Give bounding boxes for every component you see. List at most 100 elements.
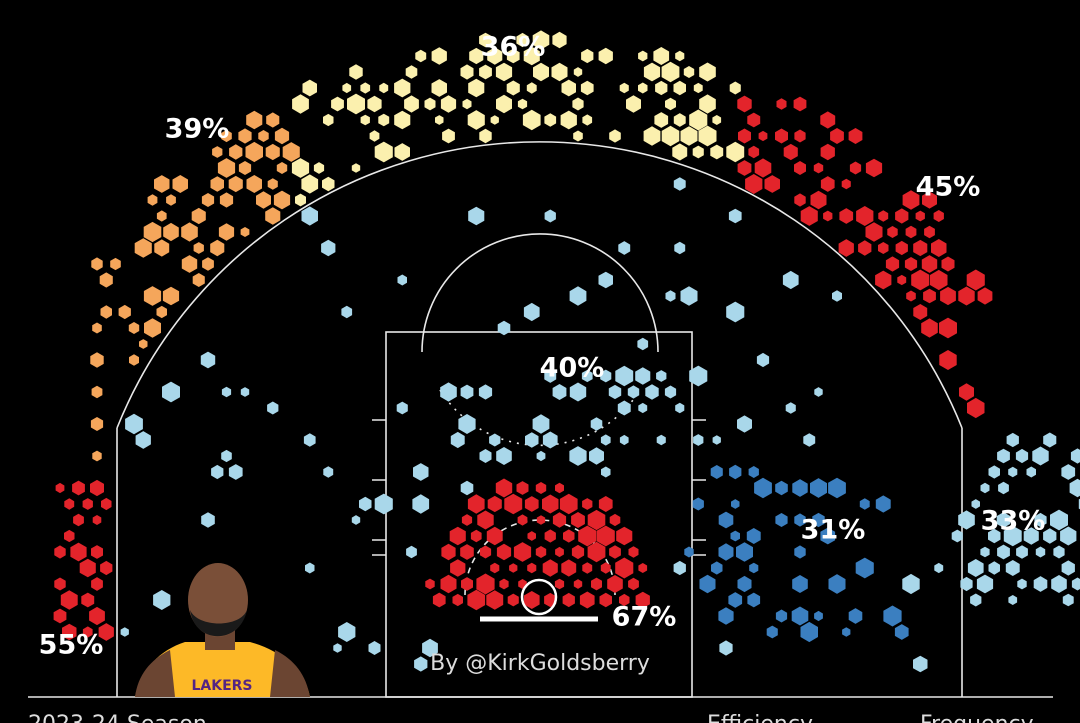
hexbin — [800, 206, 818, 226]
hexbin — [587, 509, 606, 531]
hexbin — [144, 318, 161, 338]
hexbin — [552, 31, 567, 49]
hexbin — [718, 607, 734, 625]
hexbin — [394, 78, 411, 98]
hexbin — [970, 593, 982, 607]
hexbin — [598, 496, 613, 512]
hexbin — [591, 577, 602, 591]
hexbin — [894, 624, 909, 640]
hexbin — [92, 322, 102, 334]
hexbin — [839, 208, 854, 224]
hexbin — [496, 543, 512, 561]
hexbin — [848, 608, 863, 624]
hexbin — [396, 401, 408, 415]
hexbin — [940, 286, 956, 306]
hexbin — [458, 414, 476, 434]
hexbin — [934, 562, 944, 574]
hexbin — [1017, 578, 1027, 590]
hexbin — [461, 514, 473, 526]
hexbin — [162, 286, 180, 306]
hexbin — [582, 114, 593, 126]
hexbin — [486, 590, 504, 610]
hexbin — [748, 145, 760, 159]
hexbin — [527, 562, 537, 574]
hexbin — [559, 493, 578, 515]
free-throw-circle-dashed — [439, 389, 641, 447]
hexbin — [517, 98, 528, 110]
footer-frequency: Frequency — [920, 712, 1034, 723]
hexbin — [571, 544, 585, 560]
zone-label: 40% — [540, 353, 605, 384]
hexbin — [347, 93, 365, 115]
hexbin — [91, 545, 103, 559]
hexbin — [1071, 577, 1080, 591]
hexbin — [747, 592, 761, 608]
hexbin — [535, 546, 547, 558]
hexbin — [523, 46, 540, 66]
hexbin — [814, 387, 823, 397]
hexbin — [172, 175, 188, 193]
hexbin — [154, 239, 170, 257]
hexbin — [913, 655, 928, 673]
hexbin — [496, 447, 512, 465]
hexbin — [675, 402, 685, 414]
hexbin — [217, 158, 236, 178]
hexbin — [1008, 595, 1018, 605]
hexbin — [1043, 528, 1057, 544]
hexbin — [692, 145, 704, 159]
hexbin — [865, 222, 883, 242]
hexbin — [98, 623, 114, 641]
hexbin — [561, 559, 577, 577]
hexbin — [698, 125, 717, 147]
hexbin — [699, 94, 716, 114]
hexbin — [793, 96, 807, 112]
hexbin — [913, 239, 928, 257]
hexbins — [53, 30, 1080, 673]
hexbin — [544, 592, 557, 608]
three-point-line — [116, 141, 963, 697]
hexbin — [878, 242, 889, 254]
hexbin — [628, 546, 639, 558]
zone-label: 67% — [612, 602, 677, 633]
hexbin — [460, 64, 474, 80]
hexbin — [322, 176, 335, 192]
hexbin — [92, 515, 102, 525]
hexbin — [951, 529, 963, 543]
hexbin — [79, 558, 96, 578]
hexbin — [656, 434, 666, 446]
hexbin — [265, 143, 280, 161]
hexbin — [134, 238, 152, 258]
hexbin — [533, 62, 549, 82]
hexbin — [794, 161, 806, 175]
hexbin — [562, 592, 575, 608]
hexbin — [996, 512, 1011, 528]
hexbin — [680, 126, 698, 146]
hexbin — [841, 178, 851, 190]
hexbin — [487, 47, 503, 65]
hexbin — [462, 98, 472, 110]
hexbin — [828, 477, 846, 499]
hexbin — [619, 434, 629, 446]
hexbin — [82, 626, 93, 638]
hexbin — [525, 432, 539, 448]
hexbin — [422, 638, 438, 658]
rim — [480, 578, 598, 622]
hexbin — [959, 383, 974, 401]
hexbin — [81, 592, 95, 608]
hexbin — [135, 431, 151, 449]
hexbin — [980, 546, 990, 558]
hexbin — [800, 621, 818, 643]
hexbin — [627, 385, 640, 399]
hexbin — [460, 384, 474, 400]
hexbin — [479, 128, 492, 144]
hoop — [520, 578, 558, 616]
hexbin — [941, 256, 955, 272]
hexbin — [842, 627, 851, 637]
hexbin — [228, 175, 243, 193]
hexbin — [674, 241, 686, 255]
hexbin — [506, 48, 520, 64]
hexbin — [129, 354, 139, 366]
hexbin — [731, 499, 740, 509]
hexbin — [238, 161, 252, 175]
